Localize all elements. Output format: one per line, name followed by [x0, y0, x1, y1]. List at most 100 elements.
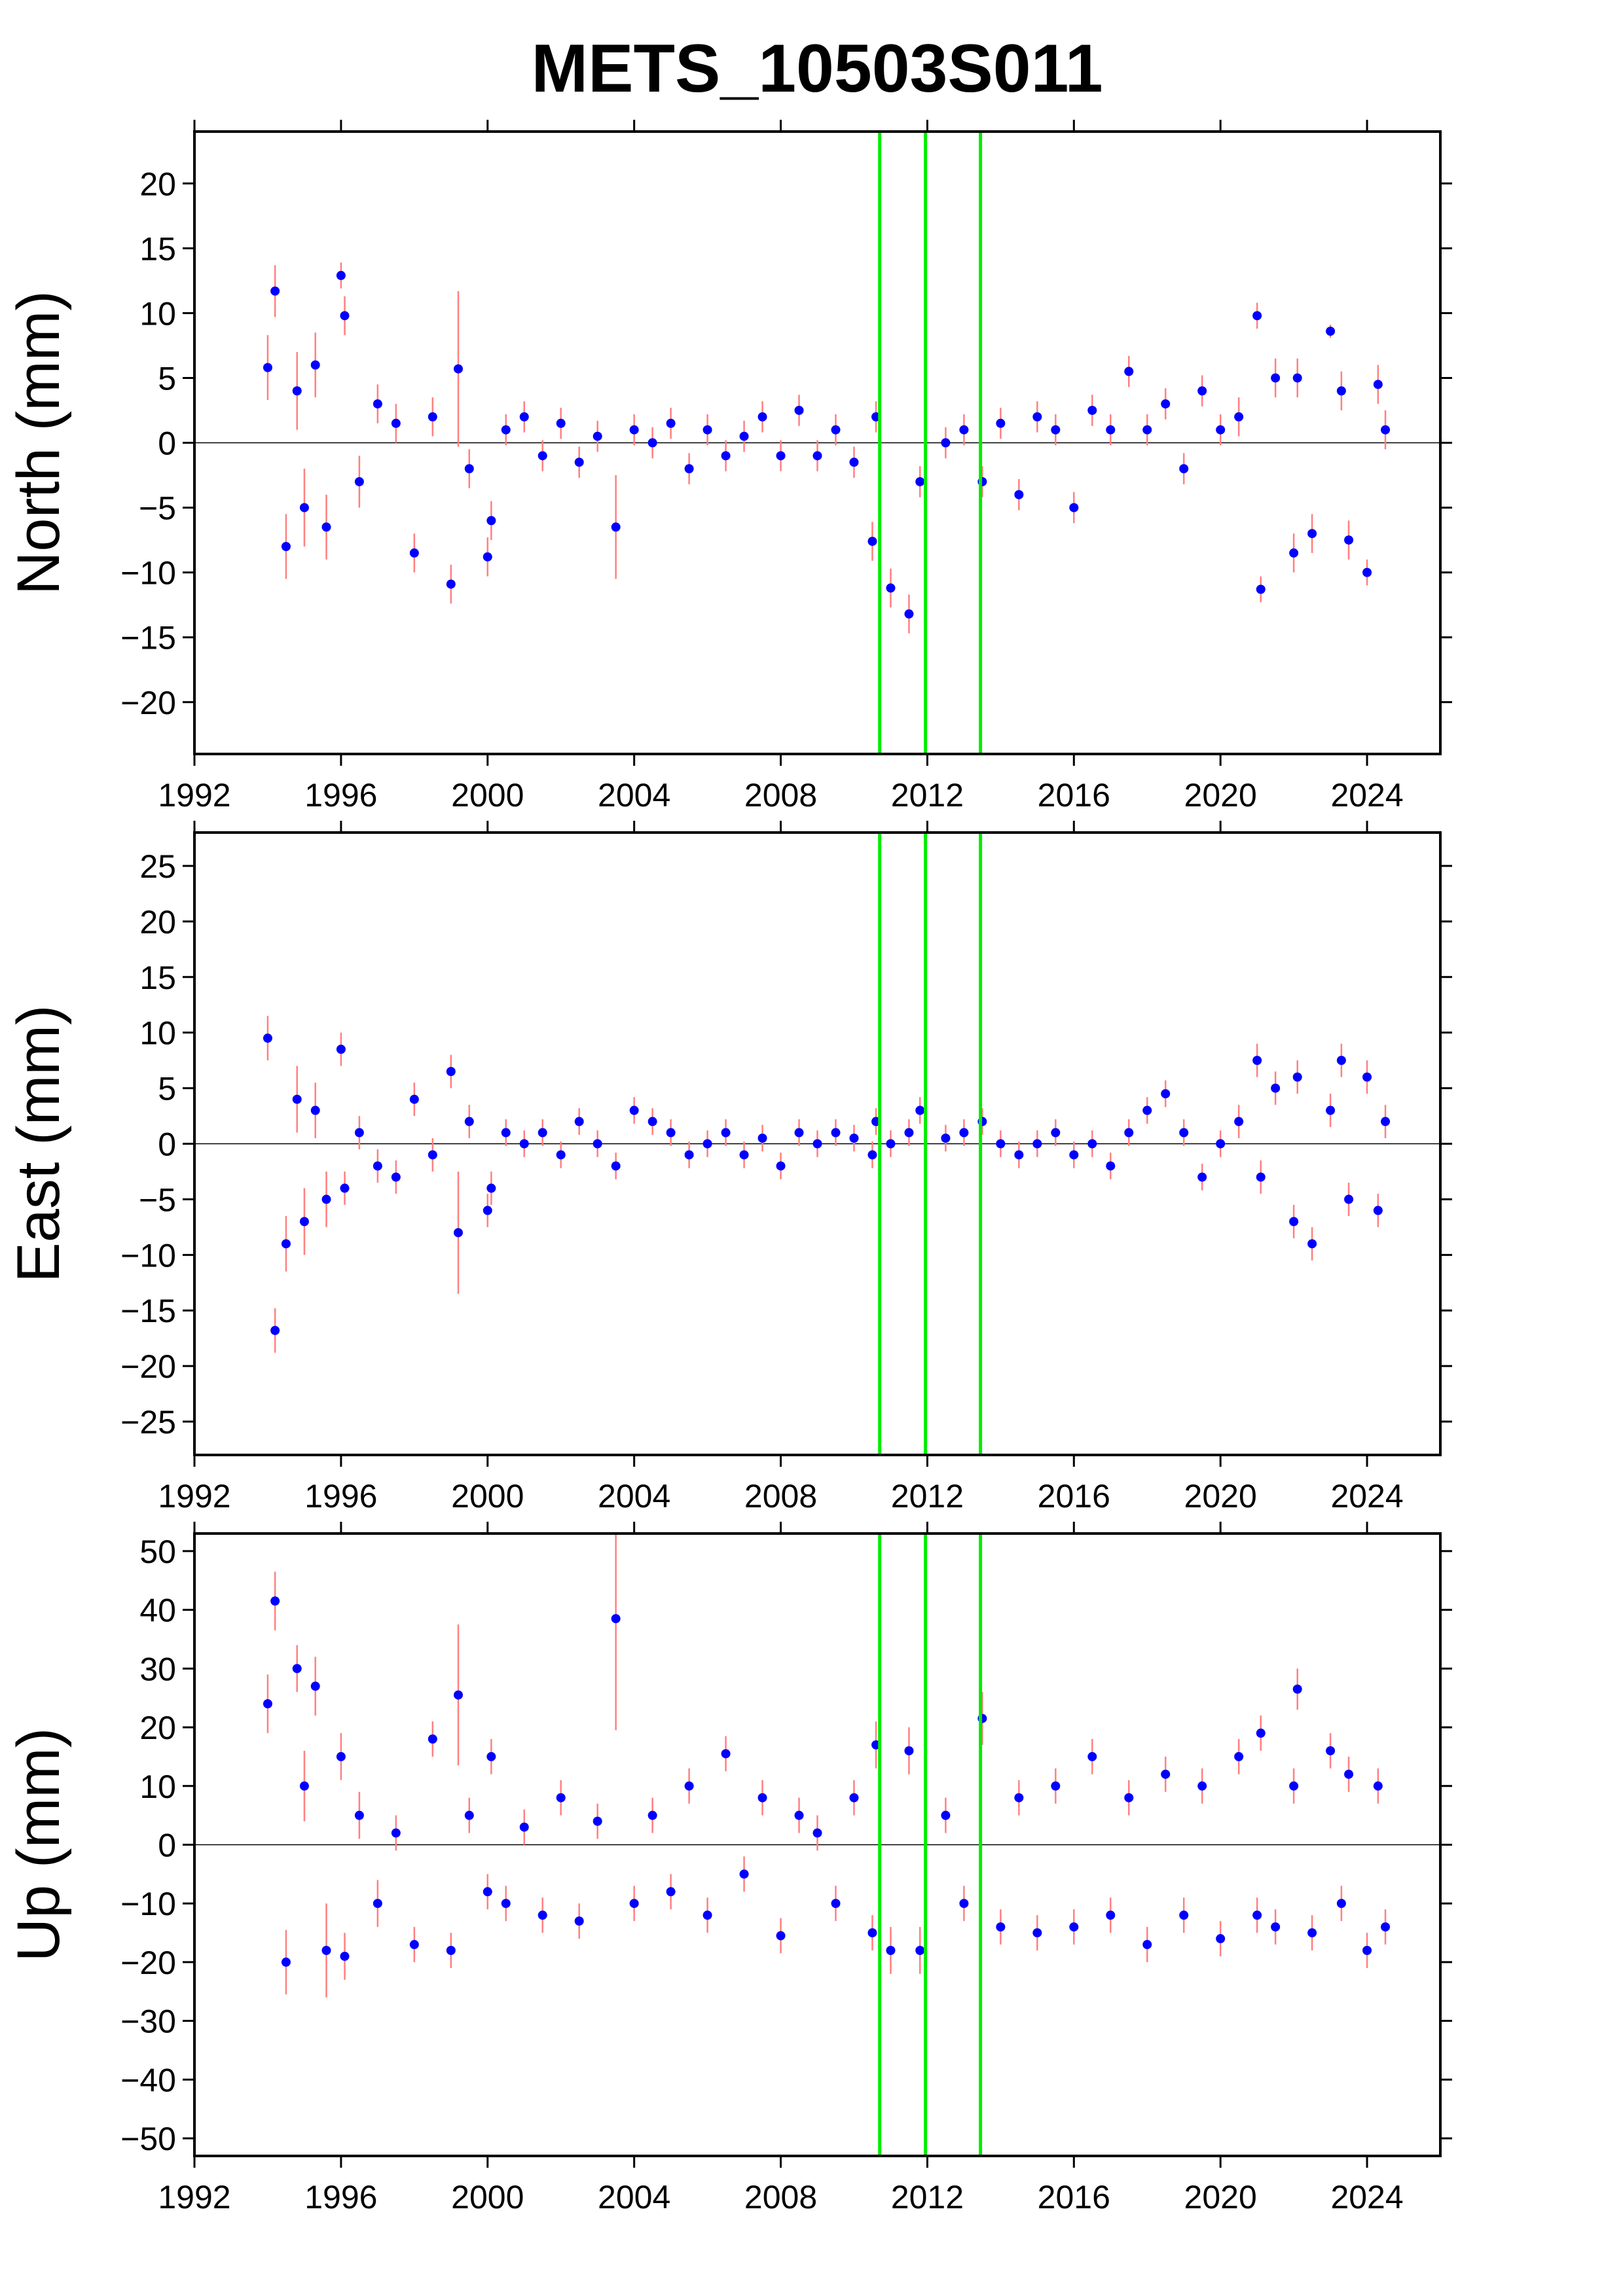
data-point [336, 1751, 346, 1761]
data-point [886, 1945, 896, 1955]
data-point [611, 522, 621, 532]
data-point [391, 418, 401, 428]
data-point [831, 1128, 841, 1138]
x-tick-label: 2000 [451, 2179, 524, 2215]
data-point [757, 412, 767, 422]
y-tick-label: 10 [139, 295, 176, 332]
data-point [996, 1139, 1006, 1149]
data-point [1271, 1083, 1281, 1093]
plot-frame [193, 130, 1442, 755]
data-point [959, 1899, 969, 1909]
data-point [1256, 1729, 1266, 1738]
data-point [574, 1916, 584, 1926]
y-axis-label: North (mm) [5, 291, 72, 595]
x-tick-label: 2016 [1038, 2179, 1110, 2215]
data-point [593, 1816, 602, 1826]
data-point [263, 363, 272, 372]
data-point [1289, 548, 1299, 558]
x-tick-label: 2008 [744, 777, 817, 814]
data-point [556, 1150, 566, 1160]
data-point [1271, 373, 1281, 383]
data-point [310, 1105, 320, 1115]
data-point [391, 1828, 401, 1838]
data-point [1289, 1217, 1299, 1227]
data-point [321, 522, 331, 532]
x-tick-label: 2008 [744, 2179, 817, 2215]
x-tick-label: 1996 [304, 777, 377, 814]
plot-area [194, 132, 1440, 754]
data-point [281, 542, 291, 551]
x-tick-label: 2000 [451, 777, 524, 814]
data-point [299, 1217, 309, 1227]
data-point [1142, 425, 1152, 435]
data-point [299, 503, 309, 512]
data-point [867, 1928, 877, 1938]
plot-area [194, 1534, 1440, 2156]
data-point [1179, 464, 1189, 474]
y-tick-label: −10 [120, 1886, 176, 1922]
data-point [1344, 1769, 1354, 1779]
y-tick-label: 50 [139, 1534, 176, 1570]
data-point [354, 1810, 364, 1820]
y-tick-label: 5 [158, 360, 176, 397]
data-point [1014, 1150, 1024, 1160]
data-point [702, 425, 712, 435]
y-tick-label: −50 [120, 2121, 176, 2157]
data-point [776, 1931, 786, 1941]
data-point [1216, 1934, 1226, 1944]
data-point [915, 1105, 925, 1115]
data-point [486, 516, 496, 526]
data-point [915, 476, 925, 486]
data-point [1197, 1172, 1207, 1182]
x-tick-label: 2024 [1330, 2179, 1403, 2215]
data-point [739, 1869, 749, 1879]
data-point [1344, 1194, 1354, 1204]
data-point [501, 1128, 511, 1138]
data-point [321, 1194, 331, 1204]
data-point [336, 1045, 346, 1054]
data-point [996, 1922, 1006, 1932]
data-point [867, 537, 877, 547]
data-point [831, 425, 841, 435]
y-tick-label: −30 [120, 2003, 176, 2040]
data-point [574, 457, 584, 467]
data-point [453, 1228, 463, 1238]
data-point [629, 425, 639, 435]
data-point [1087, 1751, 1097, 1761]
data-point [453, 1690, 463, 1700]
data-point [1051, 1781, 1061, 1791]
data-point [1336, 1899, 1346, 1909]
data-point [886, 1139, 896, 1149]
panel: −20 −15 −10 −5 0 5 10 15 20 1992 1996 2000 2004 2008 2… [5, 120, 1452, 814]
data-point [684, 1781, 694, 1791]
data-point [794, 1810, 804, 1820]
plot-area [194, 833, 1440, 1455]
data-point [1344, 535, 1354, 545]
y-tick-label: −5 [139, 490, 176, 527]
data-point [538, 1128, 547, 1138]
data-point [812, 451, 822, 461]
data-point [849, 457, 859, 467]
y-tick-label: 20 [139, 166, 176, 202]
data-point [776, 1161, 786, 1171]
data-point [1326, 1105, 1336, 1115]
data-point [1292, 1684, 1302, 1694]
data-point [666, 1887, 676, 1897]
data-point [486, 1751, 496, 1761]
data-point [1373, 380, 1383, 389]
data-point [1326, 1746, 1336, 1755]
data-point [1256, 1172, 1266, 1182]
data-point [310, 1681, 320, 1691]
y-tick-label: 15 [139, 230, 176, 267]
y-tick-label: 40 [139, 1592, 176, 1629]
data-point [647, 1810, 657, 1820]
data-point [1373, 1206, 1383, 1215]
data-point [373, 399, 382, 409]
y-tick-label: 0 [158, 425, 176, 462]
y-tick-label: −20 [120, 1945, 176, 1981]
data-point [464, 464, 474, 474]
data-point [941, 1810, 951, 1820]
data-point [1014, 1793, 1024, 1803]
x-tick-label: 1992 [158, 777, 230, 814]
x-tick-label: 2020 [1184, 2179, 1257, 2215]
